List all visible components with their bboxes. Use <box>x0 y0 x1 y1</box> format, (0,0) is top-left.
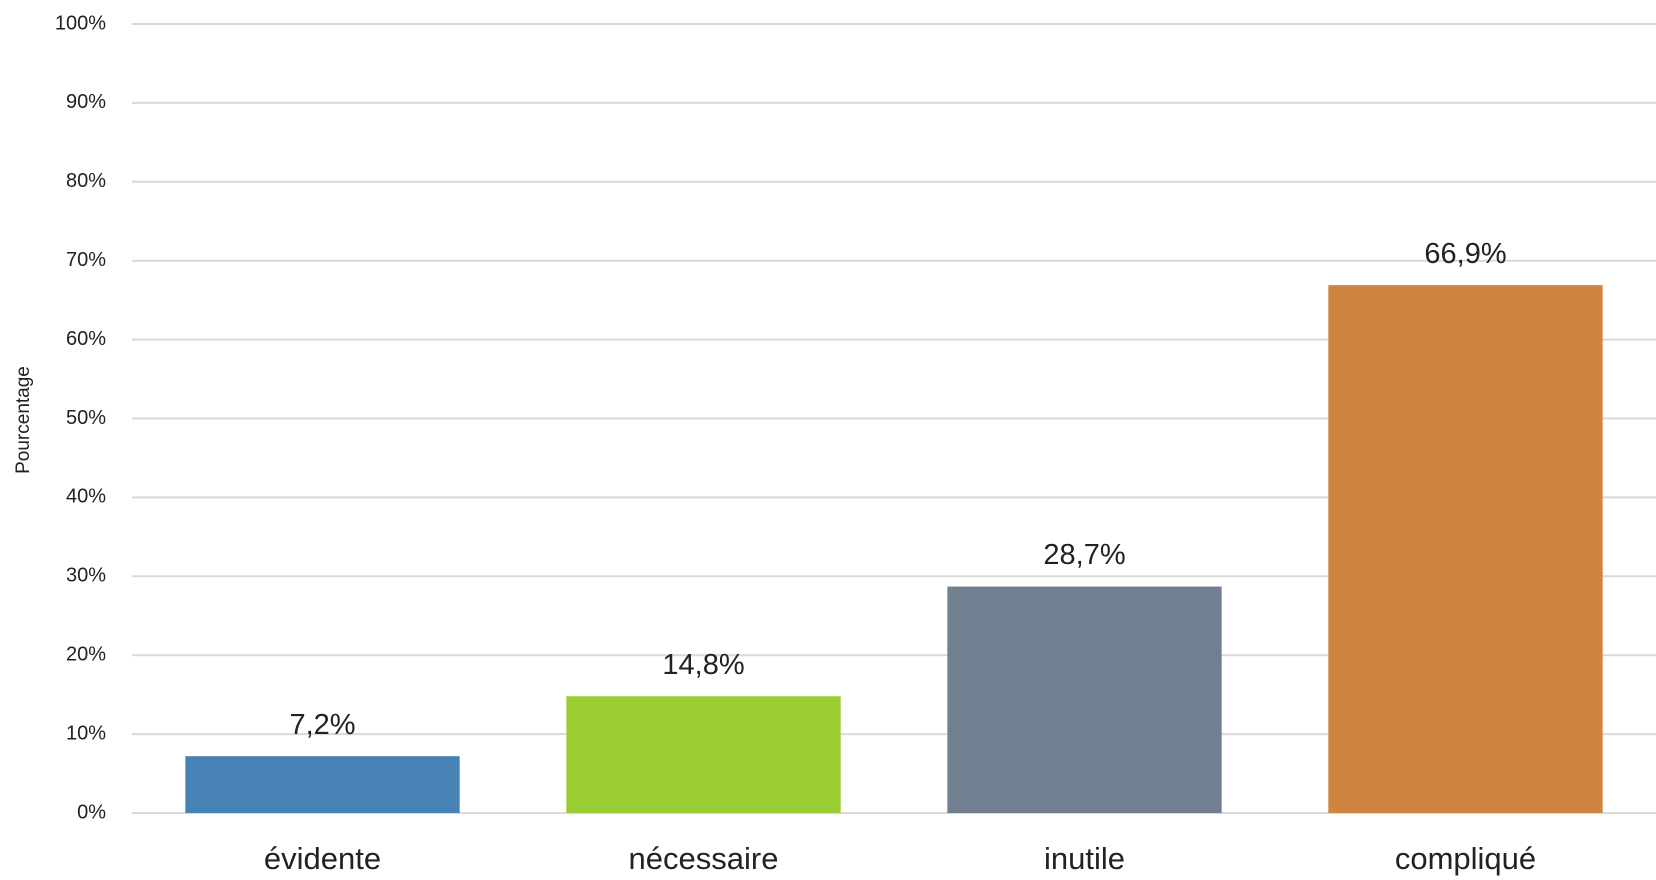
y-tick-label: 10% <box>66 722 106 744</box>
data-label: 14,8% <box>662 649 744 681</box>
x-tick-label: nécessaire <box>629 841 779 876</box>
x-tick-label: évidente <box>264 841 381 876</box>
y-tick-label: 0% <box>77 801 106 823</box>
y-tick-label: 40% <box>66 486 106 508</box>
data-label: 66,9% <box>1424 238 1506 270</box>
y-tick-label: 50% <box>66 407 106 429</box>
y-tick-label: 70% <box>66 249 106 271</box>
y-tick-label: 20% <box>66 643 106 665</box>
bar <box>185 756 460 813</box>
x-tick-label: compliqué <box>1395 841 1536 876</box>
bar <box>566 696 841 813</box>
y-tick-label: 60% <box>66 328 106 350</box>
y-tick-label: 100% <box>55 12 106 34</box>
y-tick-label: 80% <box>66 170 106 192</box>
bar <box>947 586 1222 813</box>
y-tick-label: 30% <box>66 565 106 587</box>
data-label: 7,2% <box>289 709 355 741</box>
y-axis-label: Pourcentage <box>13 366 34 474</box>
y-tick-label: 90% <box>66 91 106 113</box>
data-label: 28,7% <box>1043 539 1125 571</box>
x-tick-label: inutile <box>1044 841 1125 876</box>
bar <box>1328 285 1603 813</box>
